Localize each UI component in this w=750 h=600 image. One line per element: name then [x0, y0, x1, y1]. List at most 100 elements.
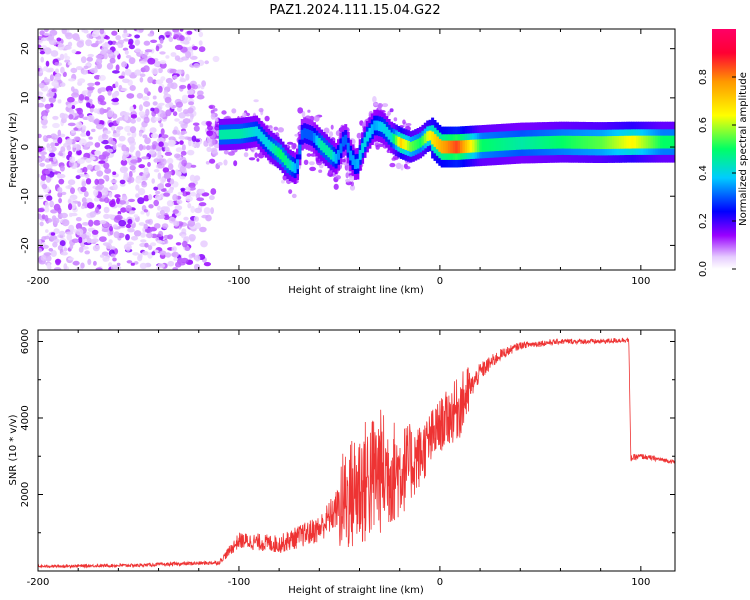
noise-speckle: [141, 251, 149, 256]
noise-speckle: [128, 57, 136, 65]
noise-speckle: [148, 194, 153, 201]
noise-speckle: [59, 82, 66, 87]
noise-speckle: [134, 39, 140, 46]
ridge-speckle: [223, 150, 229, 155]
ridge-core: [595, 136, 599, 149]
noise-speckle: [38, 133, 42, 139]
noise-speckle: [112, 70, 120, 74]
ridge-core: [339, 143, 343, 154]
ridge-core: [298, 144, 302, 155]
noise-speckle: [39, 151, 47, 155]
ridge-core: [426, 131, 430, 142]
noise-speckle: [151, 67, 159, 75]
ridge-speckle: [254, 152, 258, 158]
ridge-core: [575, 135, 579, 149]
noise-speckle: [94, 142, 101, 148]
ridge-core: [493, 138, 497, 152]
noise-speckle: [196, 94, 205, 100]
snr-x-axis-label: Height of straight line (km): [288, 585, 424, 596]
colorbar-tick-label: 0.8: [698, 69, 709, 85]
ridge-core: [421, 135, 425, 146]
x-tick-label: -200: [27, 577, 50, 588]
ridge-core: [334, 153, 338, 164]
noise-speckle: [187, 107, 194, 114]
noise-speckle: [138, 29, 144, 33]
ridge-speckle: [294, 133, 300, 137]
ridge-core: [624, 135, 628, 149]
ridge-core: [392, 133, 396, 144]
ridge-core: [546, 136, 550, 149]
ridge-core: [286, 158, 290, 169]
ridge-core: [344, 134, 348, 145]
noise-speckle: [93, 219, 101, 226]
noise-speckle: [165, 77, 173, 84]
ridge-core: [428, 130, 432, 141]
noise-speckle: [51, 88, 57, 93]
noise-speckle: [142, 96, 150, 101]
ridge-core: [411, 141, 415, 151]
noise-speckle: [181, 144, 186, 151]
noise-speckle: [198, 31, 204, 38]
ridge-core: [660, 135, 664, 149]
noise-speckle: [164, 31, 171, 36]
noise-speckle: [129, 126, 137, 134]
noise-speckle: [184, 246, 191, 251]
noise-speckle: [58, 178, 65, 185]
ridge-core: [414, 140, 418, 150]
y-tick-label: -10: [20, 188, 31, 204]
noise-speckle: [42, 115, 48, 120]
noise-speckle: [170, 52, 177, 57]
y-tick-label: 0: [20, 144, 31, 150]
ridge-core: [308, 130, 312, 140]
noise-speckle: [87, 91, 92, 98]
ridge-speckle: [307, 109, 311, 113]
noise-speckle: [190, 164, 197, 168]
noise-speckle: [61, 113, 69, 120]
noise-speckle: [81, 90, 89, 96]
noise-speckle: [96, 184, 105, 190]
noise-speckle: [44, 170, 51, 175]
ridge-speckle: [404, 166, 411, 170]
ridge-speckle: [309, 161, 315, 166]
noise-speckle: [201, 192, 210, 197]
noise-speckle: [134, 48, 141, 53]
noise-speckle: [40, 56, 44, 63]
ridge-core: [498, 138, 502, 151]
noise-speckle: [95, 206, 99, 213]
noise-speckle: [181, 159, 188, 167]
noise-speckle: [38, 157, 42, 164]
noise-speckle: [188, 101, 195, 106]
noise-speckle: [40, 174, 47, 181]
noise-speckle: [203, 262, 211, 267]
noise-speckle: [104, 168, 112, 174]
ridge-core: [435, 136, 439, 150]
noise-speckle: [143, 195, 150, 202]
noise-speckle: [143, 116, 150, 124]
noise-speckle: [64, 45, 72, 50]
noise-speckle: [163, 90, 168, 96]
noise-speckle: [156, 233, 162, 237]
noise-speckle: [195, 142, 200, 149]
noise-speckle: [80, 262, 85, 269]
ridge-speckle: [330, 124, 334, 130]
noise-speckle: [59, 165, 65, 172]
noise-speckle: [198, 40, 203, 46]
noise-speckle: [38, 239, 42, 246]
noise-speckle: [54, 73, 61, 81]
noise-speckle: [41, 236, 47, 241]
ridge-speckle: [291, 193, 297, 199]
ridge-core: [375, 120, 379, 131]
noise-speckle: [71, 49, 77, 54]
noise-speckle: [163, 192, 170, 197]
noise-speckle: [123, 112, 131, 117]
noise-speckle: [92, 244, 100, 252]
ridge-speckle: [377, 143, 384, 148]
ridge-core: [397, 136, 401, 147]
noise-speckle: [112, 224, 118, 228]
noise-speckle: [145, 219, 151, 224]
noise-speckle: [94, 164, 101, 172]
ridge-core: [486, 138, 490, 152]
ridge-core: [447, 140, 451, 154]
colorbar-label: Normalized spectral amplitude: [738, 72, 749, 226]
noise-speckle: [179, 29, 184, 32]
